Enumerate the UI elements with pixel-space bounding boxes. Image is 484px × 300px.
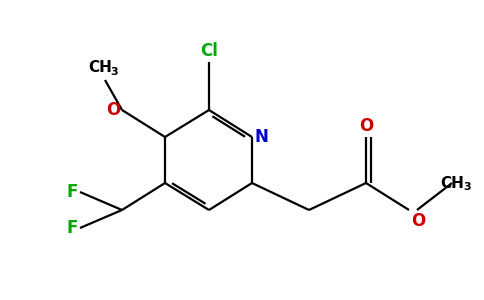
Text: F: F	[67, 219, 78, 237]
Text: Cl: Cl	[200, 42, 218, 60]
Text: CH: CH	[440, 176, 464, 190]
Text: N: N	[255, 128, 269, 146]
Text: O: O	[411, 212, 425, 230]
Text: CH: CH	[88, 61, 112, 76]
Text: F: F	[67, 183, 78, 201]
Text: O: O	[359, 117, 373, 135]
Text: 3: 3	[463, 182, 471, 192]
Text: O: O	[106, 101, 120, 119]
Text: 3: 3	[110, 67, 118, 77]
